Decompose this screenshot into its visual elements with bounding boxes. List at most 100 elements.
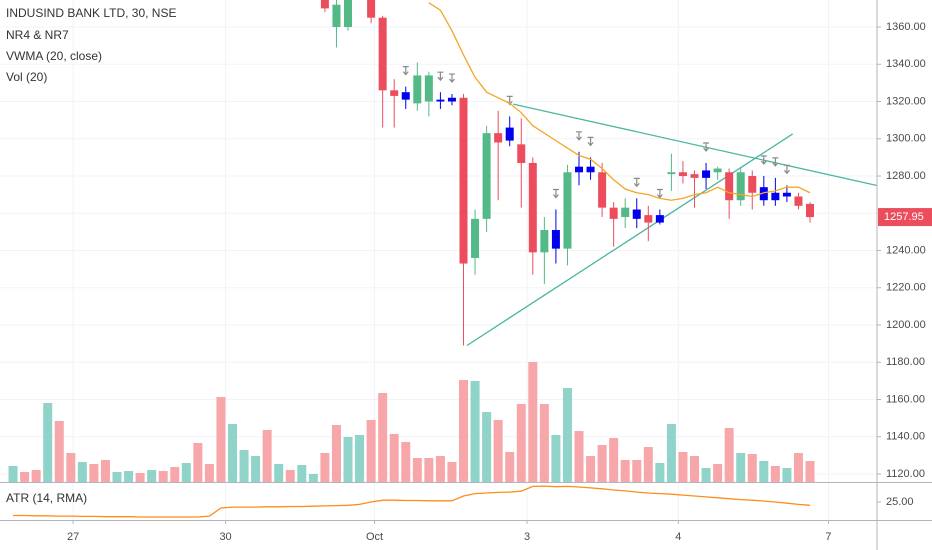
- candle-body: [551, 230, 560, 249]
- candle-body: [517, 144, 526, 163]
- volume-bar: [528, 362, 538, 482]
- volume-bar: [112, 472, 122, 482]
- volume-bar: [389, 434, 399, 482]
- plot: [8, 0, 878, 518]
- candle-body: [482, 133, 491, 219]
- candle-body: [736, 172, 745, 201]
- candle-body: [332, 4, 341, 28]
- volume-bar: [20, 472, 30, 482]
- volume-bar: [690, 456, 700, 482]
- nr-marker: [703, 142, 710, 152]
- volume-bar: [89, 464, 99, 482]
- trendline: [466, 133, 794, 347]
- nr-marker: [783, 164, 790, 175]
- candle-body: [586, 166, 595, 173]
- volume-bar: [770, 466, 780, 482]
- candle-body: [644, 215, 653, 223]
- y-tick-label: 1220.00: [886, 282, 926, 294]
- vwma-line: [428, 2, 811, 201]
- candle-body: [690, 174, 699, 178]
- volume-bar: [170, 467, 180, 482]
- candle-body: [424, 75, 433, 102]
- trendline: [513, 103, 878, 187]
- chart-title: INDUSIND BANK LTD, 30, NSE: [6, 6, 176, 20]
- candle-body: [725, 172, 734, 201]
- volume-bar: [724, 428, 734, 482]
- candle-body: [540, 230, 549, 253]
- legend-nr: NR4 & NR7: [6, 28, 69, 42]
- candle-body: [447, 97, 456, 102]
- candle-body: [459, 97, 468, 264]
- candle-body: [528, 162, 537, 253]
- volume-bar: [482, 412, 492, 482]
- volume-bar: [459, 380, 469, 482]
- volume-bar: [493, 420, 503, 482]
- volume-bar: [759, 461, 769, 482]
- volume-bar: [228, 424, 238, 482]
- candle-body: [598, 172, 607, 208]
- volume-bar: [701, 468, 711, 482]
- volume-bar: [424, 458, 434, 482]
- volume-bar: [620, 460, 630, 482]
- volume-bar: [412, 458, 422, 482]
- y-tick-label: 1120.00: [886, 468, 925, 480]
- volume-bar: [597, 445, 607, 482]
- nr-marker: [656, 188, 663, 199]
- candle-body: [344, 0, 353, 28]
- x-tick-label: 30: [219, 531, 231, 543]
- volume-bar: [678, 452, 688, 482]
- legend-atr: ATR (14, RMA): [6, 491, 87, 505]
- volume-bar: [274, 464, 284, 482]
- y-tick-label: 1340.00: [886, 58, 926, 70]
- candle-body: [378, 17, 387, 91]
- atr-tick-label: 25.00: [886, 496, 914, 508]
- volume-bar: [181, 463, 191, 482]
- volume-bar: [251, 456, 261, 482]
- nr-marker: [437, 71, 444, 82]
- candle-body: [436, 99, 445, 102]
- nr-marker: [587, 136, 594, 147]
- candle-body: [494, 133, 503, 143]
- candle-body: [401, 92, 410, 100]
- candle-body: [794, 196, 803, 206]
- volume-bar: [470, 381, 480, 482]
- volume-bar: [643, 447, 653, 482]
- x-tick-label: 3: [524, 531, 530, 543]
- last-price-label: 1257.95: [884, 211, 924, 223]
- volume-bar: [135, 473, 145, 482]
- x-tick-label: Oct: [366, 531, 383, 543]
- legend-volume: Vol (20): [6, 70, 47, 84]
- x-tick-label: 27: [67, 531, 79, 543]
- volume-bar: [713, 464, 723, 482]
- volume-bar: [539, 404, 549, 482]
- candle-body: [655, 215, 664, 223]
- volume-bar: [666, 424, 676, 482]
- y-tick-label: 1280.00: [886, 170, 926, 182]
- y-tick-label: 1180.00: [886, 356, 925, 368]
- candle-body: [413, 75, 422, 104]
- volume-bar: [609, 438, 619, 482]
- nr-marker: [552, 188, 559, 199]
- volume-bar: [193, 443, 203, 482]
- nr-marker: [448, 73, 455, 83]
- nr-marker: [576, 131, 583, 141]
- candle-body: [678, 172, 687, 177]
- candle-body: [563, 172, 572, 249]
- candle-body: [667, 172, 676, 175]
- candle-body: [367, 0, 376, 18]
- volume-bar: [805, 461, 815, 482]
- candle-body: [505, 127, 514, 141]
- candle-body: [471, 218, 480, 258]
- volume-bar: [31, 470, 41, 482]
- volume-bar: [586, 456, 596, 482]
- candle-body: [759, 187, 768, 201]
- volume-bar: [54, 421, 64, 482]
- volume-bar: [320, 453, 330, 482]
- candle-body: [575, 166, 584, 173]
- volume-bar: [551, 435, 561, 482]
- y-tick-label: 1200.00: [886, 319, 926, 331]
- volume-bar: [77, 462, 87, 482]
- atr-line: [13, 485, 811, 518]
